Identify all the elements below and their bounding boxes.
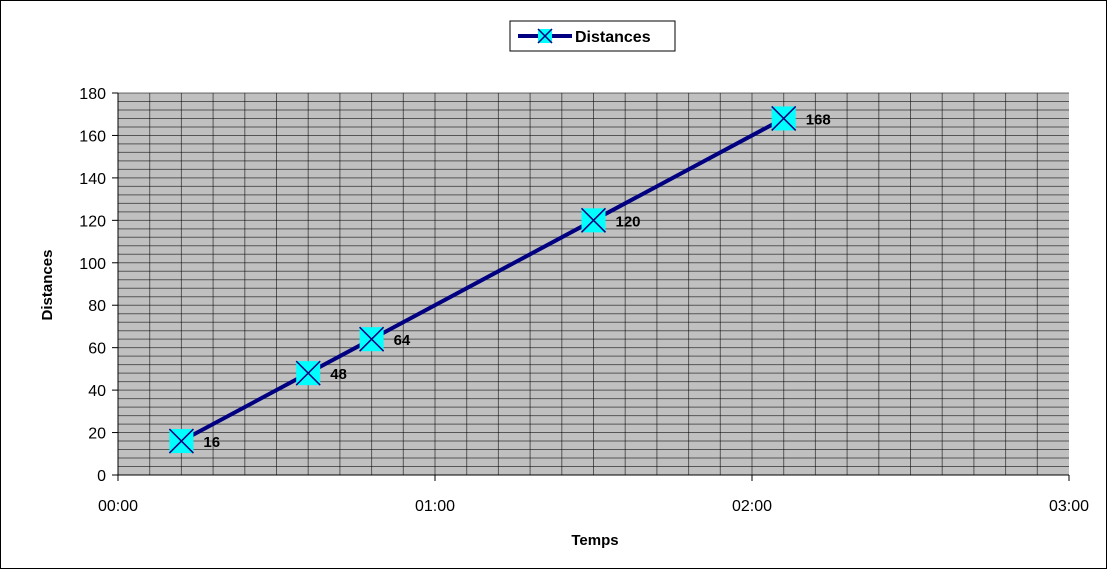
- y-tick-label: 140: [79, 171, 106, 188]
- y-tick-label: 180: [79, 86, 106, 103]
- x-tick-label: 02:00: [732, 498, 772, 515]
- y-axis-title: Distances: [39, 250, 56, 321]
- y-tick-label: 0: [97, 468, 106, 485]
- y-tick-label: 80: [88, 298, 106, 315]
- y-tick-label: 160: [79, 128, 106, 145]
- data-point-marker: [295, 360, 321, 386]
- data-point-marker: [771, 105, 797, 131]
- y-tick-label: 40: [88, 383, 106, 400]
- data-label: 168: [806, 111, 831, 128]
- y-tick-label: 20: [88, 426, 106, 443]
- y-tick-label: 120: [79, 213, 106, 230]
- data-label: 16: [203, 434, 220, 451]
- data-label: 120: [616, 213, 641, 230]
- y-tick-label: 60: [88, 341, 106, 358]
- x-axis-title: Temps: [571, 532, 618, 549]
- legend-label: Distances: [575, 29, 651, 46]
- data-point-marker: [580, 207, 607, 233]
- marker-cross-b: [771, 105, 797, 131]
- data-label: 48: [330, 366, 347, 383]
- marker-cross-b: [359, 326, 385, 352]
- x-tick-label: 03:00: [1049, 498, 1089, 515]
- data-label: 64: [394, 332, 411, 349]
- data-point-marker: [359, 326, 385, 352]
- legend-marker-cross-b: [537, 28, 553, 44]
- y-tick-label: 100: [79, 256, 106, 273]
- data-point-marker: [168, 428, 194, 454]
- marker-cross-b: [168, 428, 194, 454]
- legend: Distances: [509, 20, 676, 52]
- marker-cross-b: [295, 360, 321, 386]
- x-tick-label: 00:00: [98, 498, 138, 515]
- x-tick-label: 01:00: [415, 498, 455, 515]
- marker-cross-b: [580, 207, 607, 233]
